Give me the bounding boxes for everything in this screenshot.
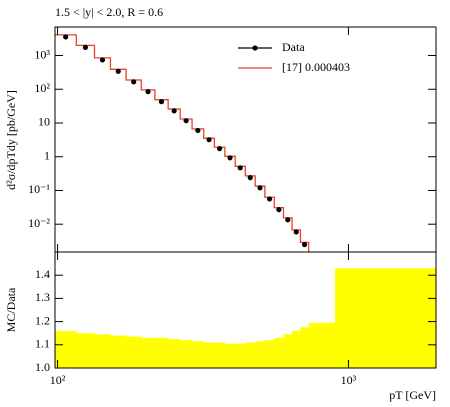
data-point <box>293 229 299 235</box>
legend-label: [17] 0.000403 <box>282 60 350 74</box>
y-tick-label: 1.1 <box>35 337 50 351</box>
data-point <box>145 89 151 95</box>
data-point <box>227 155 233 161</box>
y-tick-label: 1 <box>44 148 50 162</box>
ratio-bar <box>235 343 246 368</box>
plot-frame <box>54 26 437 253</box>
data-point <box>276 207 282 213</box>
data-point <box>217 146 223 152</box>
ratio-bar <box>245 342 256 368</box>
ratio-bar <box>192 341 204 368</box>
data-point <box>195 127 201 134</box>
data-point <box>131 79 137 85</box>
ratio-bar <box>180 340 193 368</box>
data-point <box>158 99 165 105</box>
ratio-bar <box>300 327 309 368</box>
x-axis-label: pT [GeV] <box>389 388 436 402</box>
data-point <box>237 165 243 171</box>
y-tick-label: 10³ <box>34 47 50 61</box>
data-point <box>285 217 291 223</box>
x-tick-label: 10² <box>50 373 66 387</box>
ratio-y-axis-label: MC/Data <box>4 287 18 332</box>
ratio-bar <box>292 330 301 368</box>
y-axis-label: d²σ/dpTdy [pb/GeV] <box>4 90 18 190</box>
ratio-bar <box>224 343 236 368</box>
data-point <box>301 241 308 248</box>
y-tick-label: 1.2 <box>35 313 50 327</box>
data-point <box>115 68 121 74</box>
ratio-bar <box>76 333 95 368</box>
x-tick-label: 10³ <box>341 373 357 387</box>
ratio-bar <box>308 322 336 368</box>
y-tick-label: 1.4 <box>35 267 50 281</box>
y-tick-label: 10⁻² <box>28 216 50 230</box>
y-tick-label: 10 <box>38 115 50 129</box>
ratio-bar <box>255 341 266 368</box>
data-point <box>247 175 253 181</box>
ratio-bar <box>214 342 226 368</box>
data-point <box>99 57 106 63</box>
ratio-bar <box>55 330 77 368</box>
ratio-bar <box>141 337 156 368</box>
ratio-bar <box>274 337 284 368</box>
y-tick-label: 10² <box>34 81 50 95</box>
data-point <box>82 44 89 50</box>
legend-marker <box>252 45 258 51</box>
ratio-bar <box>126 336 142 368</box>
y-tick-label: 10⁻¹ <box>28 182 50 196</box>
ratio-bar <box>94 334 111 368</box>
legend-label: Data <box>282 40 305 54</box>
y-tick-label: 1.3 <box>35 290 50 304</box>
data-point <box>257 185 263 191</box>
data-point <box>266 196 273 202</box>
y-tick-label: 1.0 <box>35 360 50 374</box>
ratio-bar <box>283 334 293 368</box>
ratio-bar <box>335 268 437 368</box>
ratio-bar <box>110 335 127 368</box>
data-point <box>171 108 177 114</box>
ratio-bar <box>168 339 181 368</box>
plot-frame <box>54 251 437 369</box>
ratio-bar <box>264 340 275 368</box>
data-point <box>183 118 189 124</box>
ratio-bar <box>203 342 215 368</box>
chart-title: 1.5 < |y| < 2.0, R = 0.6 <box>55 5 163 19</box>
data-point <box>63 34 69 40</box>
data-point <box>206 137 212 143</box>
ratio-bar <box>154 337 169 368</box>
mc-step <box>55 34 310 252</box>
